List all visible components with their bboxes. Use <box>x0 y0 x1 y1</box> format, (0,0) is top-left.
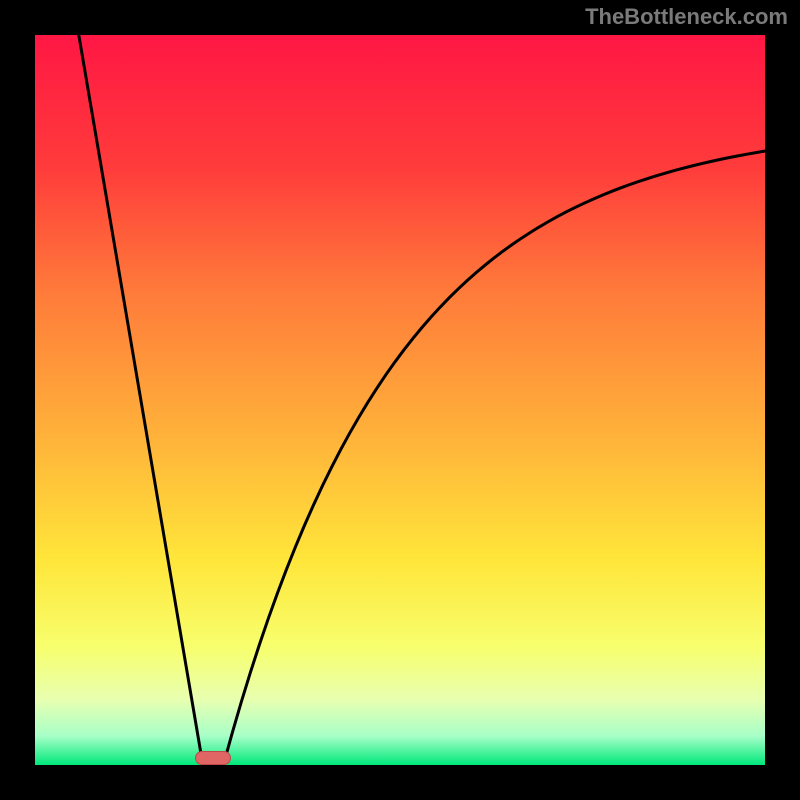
chart-container: TheBottleneck.com <box>0 0 800 800</box>
watermark-text: TheBottleneck.com <box>585 4 788 30</box>
curve-svg <box>35 35 765 765</box>
curve-right-leg <box>223 151 765 765</box>
curve-left-leg <box>79 35 203 765</box>
plot-area <box>35 35 765 765</box>
notch-marker <box>195 751 231 765</box>
